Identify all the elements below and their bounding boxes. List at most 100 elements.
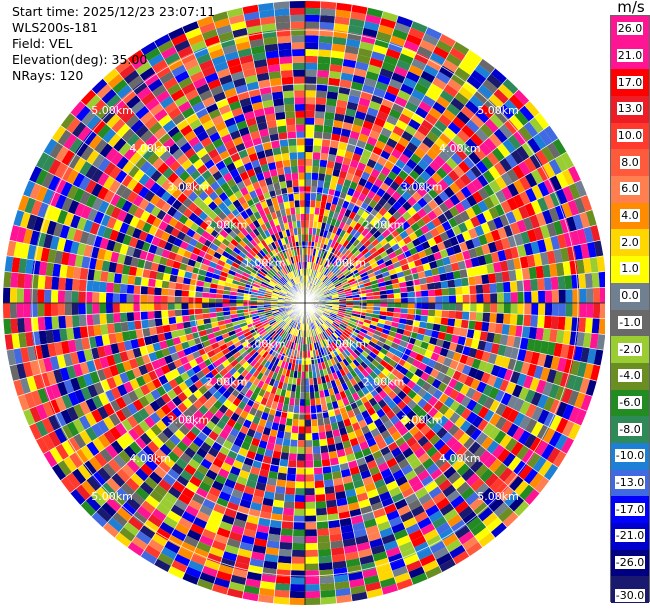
range-gate-cell <box>65 277 73 291</box>
range-gate-cell <box>529 214 540 229</box>
range-gate-cell <box>313 263 318 271</box>
range-gate-cell <box>402 447 414 459</box>
range-gate-cell <box>488 458 503 473</box>
range-gate-cell <box>354 61 369 71</box>
range-gate-cell <box>356 233 365 242</box>
range-gate-cell <box>477 507 494 522</box>
range-gate-cell <box>273 358 280 366</box>
range-gate-cell <box>100 323 109 336</box>
range-gate-cell <box>314 288 321 294</box>
range-gate-cell <box>405 560 423 573</box>
range-gate-cell <box>231 388 241 398</box>
range-gate-cell <box>222 551 238 562</box>
range-gate-cell <box>349 369 358 378</box>
range-gate-cell <box>339 517 353 527</box>
range-gate-cell <box>292 321 297 329</box>
range-gate-cell <box>414 106 429 119</box>
range-gate-cell <box>441 287 449 296</box>
range-gate-cell <box>288 319 294 326</box>
range-gate-cell <box>290 335 295 343</box>
range-gate-cell <box>386 224 396 234</box>
range-gate-cell <box>476 381 487 394</box>
range-gate-cell <box>331 43 346 53</box>
range-gate-cell <box>318 431 327 440</box>
range-gate-cell <box>383 160 395 171</box>
range-gate-cell <box>380 127 393 138</box>
range-gate-cell <box>323 311 331 316</box>
range-gate-cell <box>153 484 168 498</box>
range-gate-cell <box>509 114 524 131</box>
range-gate-cell <box>333 574 349 583</box>
range-gate-cell <box>299 323 302 331</box>
range-gate-cell <box>320 284 327 290</box>
range-gate-cell <box>162 516 178 529</box>
range-gate-cell <box>409 153 422 165</box>
range-gate-cell <box>366 158 377 169</box>
range-gate-cell <box>471 390 483 403</box>
range-gate-cell <box>261 382 269 391</box>
range-gate-cell <box>459 384 471 396</box>
range-gate-cell <box>282 346 288 355</box>
range-gate-cell <box>498 467 513 483</box>
range-gate-cell <box>551 303 559 317</box>
range-gate-cell <box>350 286 358 291</box>
range-gate-cell <box>373 117 386 128</box>
range-gate-cell <box>167 534 184 548</box>
range-gate-cell <box>433 345 443 355</box>
range-gate-cell <box>377 570 395 582</box>
range-gate-cell <box>282 514 294 523</box>
range-gate-cell <box>508 269 517 282</box>
range-gate-cell <box>322 465 332 474</box>
range-gate-cell <box>330 175 339 184</box>
range-gate-cell <box>273 444 283 453</box>
range-gate-cell <box>390 229 400 239</box>
range-gate-cell <box>361 511 375 522</box>
range-gate-cell <box>374 557 390 569</box>
range-gate-cell <box>329 264 336 271</box>
range-gate-cell <box>488 206 500 220</box>
range-gate-cell <box>294 336 298 344</box>
range-gate-cell <box>385 546 401 558</box>
range-gate-cell <box>308 364 313 372</box>
range-gate-cell <box>324 307 332 311</box>
range-gate-cell <box>383 435 395 446</box>
range-gate-cell <box>503 368 514 382</box>
range-gate-cell <box>331 256 338 265</box>
range-gate-cell <box>392 283 400 289</box>
range-gate-cell <box>267 470 279 480</box>
range-gate-cell <box>199 572 216 584</box>
range-gate-cell <box>315 507 328 516</box>
range-gate-cell <box>324 321 331 328</box>
range-gate-cell <box>317 173 326 181</box>
range-gate-cell <box>363 574 380 585</box>
range-gate-cell <box>106 313 114 324</box>
range-gate-cell <box>420 315 428 323</box>
range-gate-cell <box>315 104 326 112</box>
range-gate-cell <box>579 288 587 303</box>
range-gate-cell <box>361 210 370 220</box>
range-gate-cell <box>335 243 343 252</box>
range-gate-cell <box>365 524 380 535</box>
range-gate-cell <box>331 292 339 296</box>
range-gate-cell <box>450 519 467 534</box>
range-gate-cell <box>396 578 414 591</box>
range-gate-cell <box>257 594 275 604</box>
range-gate-cell <box>202 297 209 303</box>
range-gate-cell <box>428 303 436 310</box>
range-gate-cell <box>240 369 249 378</box>
range-gate-cell <box>10 318 19 334</box>
range-gate-cell <box>561 420 575 437</box>
range-gate-cell <box>340 163 350 173</box>
range-gate-cell <box>310 276 314 284</box>
range-gate-cell <box>399 281 407 288</box>
range-gate-cell <box>550 315 559 330</box>
range-gate-cell <box>368 258 377 266</box>
range-gate-cell <box>449 182 461 195</box>
range-gate-cell <box>386 307 395 313</box>
range-gate-cell <box>442 174 455 187</box>
range-gate-cell <box>504 99 520 115</box>
range-gate-cell <box>470 114 485 129</box>
range-gate-cell <box>349 317 358 323</box>
range-gate-cell <box>349 181 358 191</box>
range-gate-cell <box>429 336 438 346</box>
